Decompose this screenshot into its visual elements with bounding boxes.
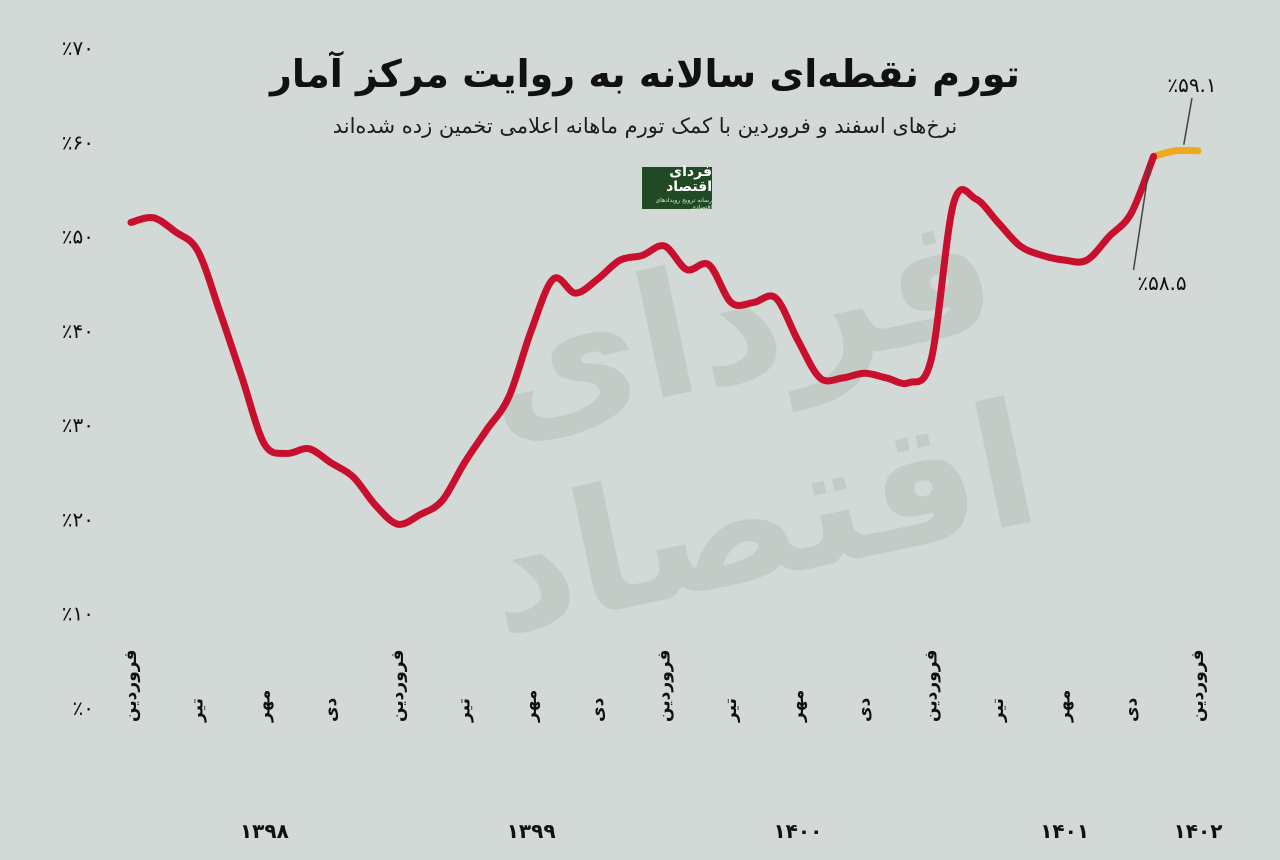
y-tick-label: ٪۲۰ — [62, 507, 94, 531]
x-tick-label: فروردین — [388, 650, 408, 722]
x-tick-label: تیر — [721, 698, 741, 723]
actual-series-line — [127, 152, 1158, 528]
annotations: ٪۵۸.۵ ٪۵۹.۱ — [1132, 73, 1217, 295]
y-tick-label: ٪۵۰ — [62, 225, 94, 249]
brand-logo: فردای اقتصاد رسانه ترویج رویدادهای اقتصا… — [642, 163, 712, 211]
x-tick-label: فروردین — [121, 650, 141, 722]
x-tick-label: دی — [321, 697, 341, 722]
logo-text: فردای اقتصاد — [666, 163, 712, 195]
year-labels: ۱۳۹۸ ۱۳۹۹ ۱۴۰۰ ۱۴۰۱ ۱۴۰۲ — [240, 819, 1222, 843]
year-label: ۱۴۰۱ — [1040, 819, 1089, 843]
x-tick-label: تیر — [188, 698, 208, 723]
x-tick-label: مهر — [788, 690, 808, 723]
annotation-label-58-5: ٪۵۸.۵ — [1137, 271, 1186, 295]
x-tick-label: فروردین — [921, 650, 941, 722]
annotation-label-59-1: ٪۵۹.۱ — [1167, 73, 1216, 97]
x-tick-label: دی — [855, 697, 875, 722]
year-label: ۱۳۹۹ — [507, 819, 556, 843]
x-tick-label: فروردین — [655, 650, 675, 722]
y-tick-label: ٪۶۰ — [62, 130, 94, 154]
series-lines — [127, 146, 1202, 528]
estimated-series-line — [1150, 146, 1202, 160]
year-label: ۱۴۰۲ — [1174, 819, 1223, 843]
logo-subtext: رسانه ترویج رویدادهای اقتصادی — [655, 197, 712, 211]
x-tick-label: دی — [588, 697, 608, 722]
year-label: ۱۴۰۰ — [773, 819, 822, 843]
x-tick-label: مهر — [521, 690, 541, 723]
chart-title: تورم نقطه‌ای سالانه به روایت مرکز آمار — [270, 52, 1020, 96]
x-tick-label: تیر — [988, 698, 1008, 723]
x-tick-label: فروردین — [1188, 650, 1208, 722]
x-tick-label: مهر — [254, 690, 274, 723]
header: تورم نقطه‌ای سالانه به روایت مرکز آمار ن… — [250, 52, 1040, 138]
y-tick-label: ٪۰ — [73, 696, 94, 720]
annotation-leader-estimated-start — [1132, 164, 1151, 271]
annotation-leader-latest — [1183, 97, 1193, 145]
x-axis: فروردین تیر مهر دی فروردین تیر مهر دی فروردین تیر… — [121, 650, 1208, 723]
x-tick-label: مهر — [1055, 690, 1075, 723]
y-axis: ٪۰ ٪۱۰ ٪۲۰ ٪۳۰ ٪۴۰ ٪۵۰ ٪۶۰ ٪۷۰ — [62, 36, 94, 720]
y-tick-label: ٪۴۰ — [62, 319, 94, 343]
chart-subtitle: نرخ‌های اسفند و فروردین با کمک تورم ماها… — [332, 114, 958, 138]
year-label: ۱۳۹۸ — [240, 819, 289, 843]
x-tick-label: دی — [1121, 697, 1141, 722]
y-tick-label: ٪۱۰ — [62, 602, 94, 626]
y-tick-label: ٪۷۰ — [62, 36, 94, 60]
y-tick-label: ٪۳۰ — [62, 413, 94, 437]
x-tick-label: تیر — [454, 698, 474, 723]
